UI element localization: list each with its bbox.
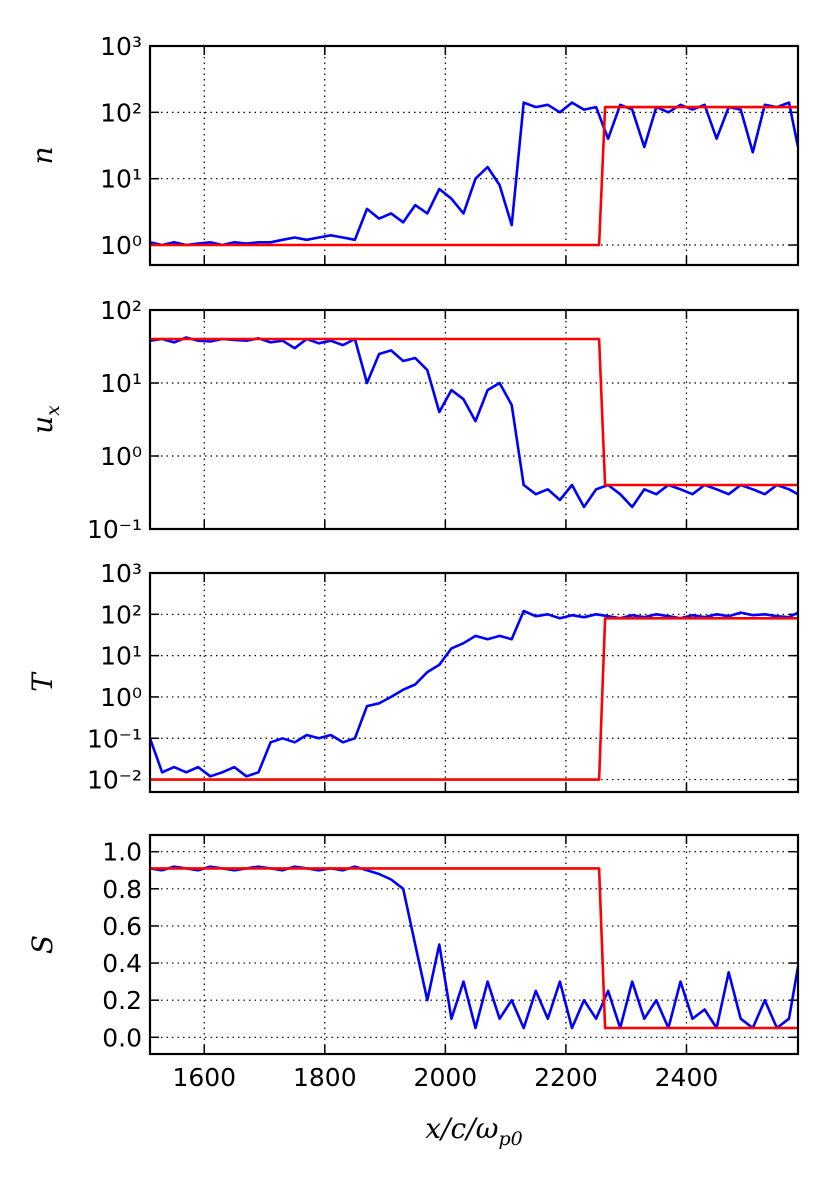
y-tick-label: 10⁻² [87, 766, 142, 795]
x-tick-label: 2400 [655, 1063, 719, 1092]
x-tick-label: 1800 [293, 1063, 357, 1092]
y-axis-label-part: T [26, 671, 59, 692]
data-line [150, 609, 798, 778]
y-axis-label-part: S [26, 935, 59, 954]
y-tick-label: 10⁰ [100, 231, 142, 260]
y-tick-label: 10⁻¹ [87, 515, 142, 544]
y-tick-label: 10¹ [100, 165, 142, 194]
y-axis-label-part: u [26, 416, 59, 434]
x-tick-label: 2200 [534, 1063, 598, 1092]
y-tick-label: 1.0 [102, 838, 142, 867]
x-tick-label: 1600 [172, 1063, 236, 1092]
y-tick-label: 10⁻¹ [87, 724, 142, 753]
y-tick-label: 0.8 [102, 875, 142, 904]
y-tick-label: 0.4 [102, 949, 142, 978]
x-axis-label-part: x/c/ω [425, 1112, 498, 1145]
y-tick-label: 0.0 [102, 1023, 142, 1052]
x-tick-label: 2000 [414, 1063, 478, 1092]
y-axis-label-part: n [26, 146, 59, 164]
y-axis-label: S [26, 935, 59, 954]
plot-frame [148, 44, 800, 267]
y-tick-label: 0.2 [102, 986, 142, 1015]
x-axis-label-part: p0 [498, 1128, 522, 1150]
plot-frame [148, 571, 800, 794]
data-line [150, 336, 798, 509]
y-tick-label: 10³ [100, 559, 142, 588]
panel: 10⁻² 10⁻¹ 10⁰ 10¹ 10² 10³ T [26, 559, 800, 795]
plot-frame [148, 833, 800, 1056]
panel: 10⁰ 10¹ 10² 10³ n [26, 32, 800, 267]
data-line [150, 867, 798, 1030]
data-line [150, 105, 798, 247]
y-tick-label: 10⁰ [100, 683, 142, 712]
y-tick-label: 10¹ [100, 369, 142, 398]
y-tick-label: 0.6 [102, 912, 142, 941]
y-tick-label: 10² [100, 296, 142, 325]
y-axis-label: ux [26, 405, 64, 434]
data-line [150, 617, 798, 781]
y-axis-label: T [26, 671, 59, 692]
plot-frame [148, 308, 800, 531]
data-line [150, 101, 798, 247]
data-line [150, 337, 798, 487]
data-line [150, 865, 798, 1030]
y-tick-label: 10² [100, 98, 142, 127]
y-axis-label: n [26, 146, 59, 164]
y-tick-label: 10² [100, 600, 142, 629]
y-tick-label: 10³ [100, 32, 142, 61]
x-axis-label: x/c/ωp0 [425, 1112, 522, 1150]
y-tick-label: 10¹ [100, 642, 142, 671]
panel: 10⁻¹ 10⁰ 10¹ 10² ux [26, 296, 800, 544]
panel: 0.0 0.2 0.4 0.6 0.8 1.0 1600 1800 2000 2200 2400 Sx… [26, 833, 800, 1150]
y-tick-label: 10⁰ [100, 442, 142, 471]
y-axis-label-part: x [42, 405, 64, 416]
